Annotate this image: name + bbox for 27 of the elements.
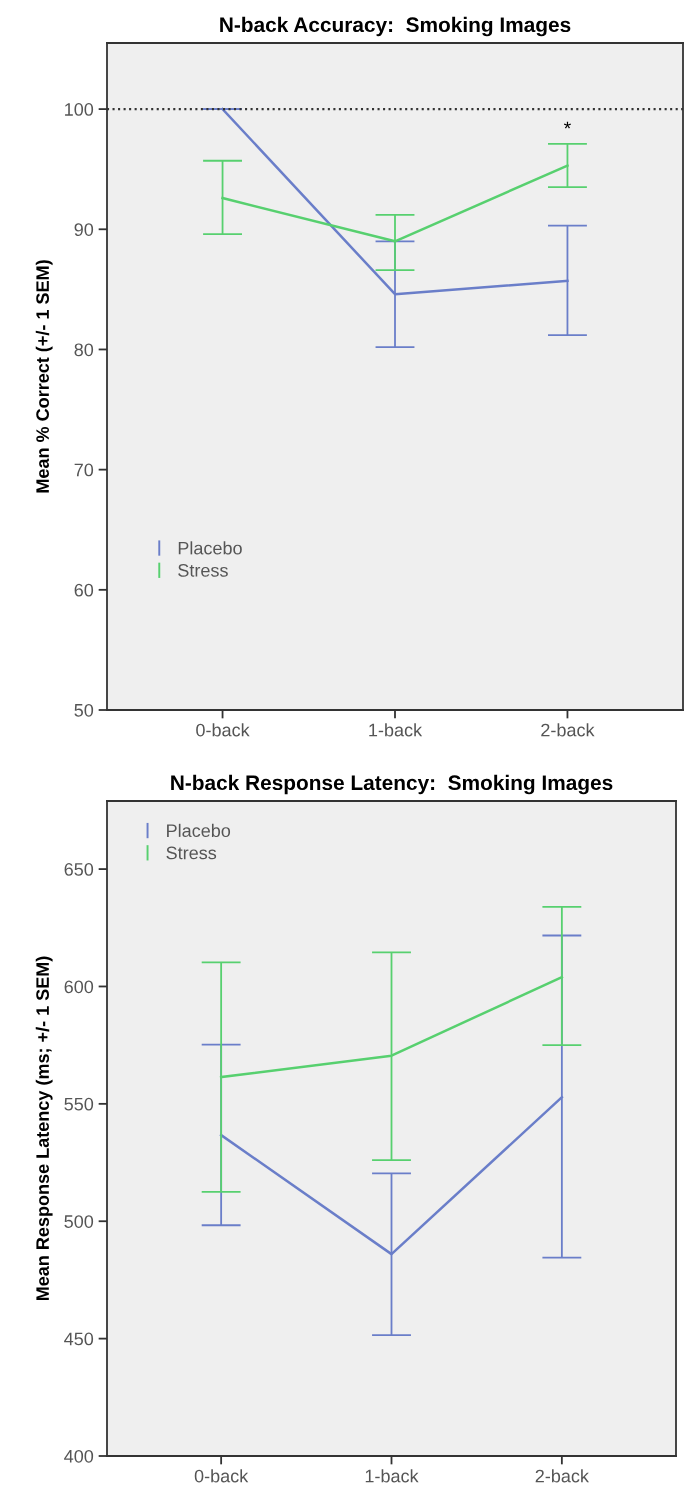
y-tick-label: 400 bbox=[64, 1449, 94, 1463]
y-tick-label: 550 bbox=[64, 1097, 94, 1111]
y-tick-label: 450 bbox=[64, 1332, 94, 1346]
y-tick-label: 80 bbox=[74, 343, 94, 357]
y-tick-label: 100 bbox=[65, 103, 94, 116]
x-tick-label: 1-back bbox=[369, 723, 423, 737]
legend-label: Stress bbox=[166, 846, 217, 860]
x-tick-label: 0-back bbox=[196, 723, 250, 737]
y-tick-label: 500 bbox=[64, 1215, 94, 1228]
y-tick-label: 600 bbox=[64, 980, 94, 994]
legend-label: Placebo bbox=[178, 541, 242, 555]
y-axis-title: Mean Response Latency (ms; +/- 1 SEM) bbox=[35, 956, 53, 1301]
y-tick-label: 650 bbox=[64, 863, 94, 876]
legend-label: Placebo bbox=[167, 823, 231, 838]
y-tick-label: 70 bbox=[74, 463, 94, 477]
legend-label: Stress bbox=[178, 564, 228, 577]
x-tick-label: 1-back bbox=[365, 1469, 419, 1483]
chart-title: N-back Response Latency: Smoking Images bbox=[171, 774, 613, 795]
x-tick-label: 2-back bbox=[541, 723, 595, 737]
x-tick-label: 0-back bbox=[194, 1469, 249, 1483]
chart-title: N-back Accuracy: Smoking Images bbox=[220, 16, 571, 37]
y-tick-label: 60 bbox=[74, 583, 94, 597]
y-tick-label: 50 bbox=[74, 703, 94, 717]
annotation: * bbox=[563, 121, 571, 129]
y-axis-title: Mean % Correct (+/- 1 SEM) bbox=[35, 260, 53, 493]
y-tick-label: 90 bbox=[74, 223, 94, 236]
x-tick-label: 2-back bbox=[535, 1469, 589, 1483]
